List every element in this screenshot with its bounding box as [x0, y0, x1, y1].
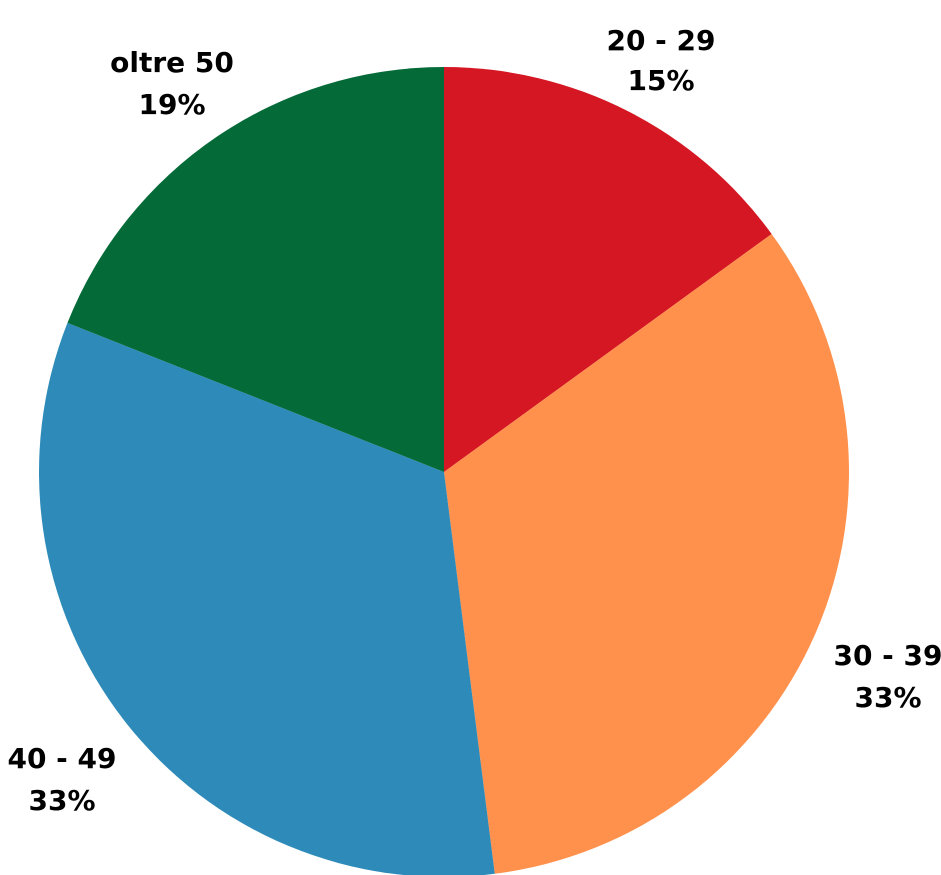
slice-percent-label: 19% — [138, 88, 205, 121]
slice-category-label: 30 - 39 — [833, 639, 941, 672]
pie-slice-20-29 — [444, 67, 772, 472]
pie-slice-30-39 — [444, 233, 849, 874]
slice-percent-label: 33% — [28, 784, 95, 817]
slice-category-label: 20 - 29 — [606, 24, 715, 57]
pie-slice-40-49 — [39, 322, 495, 875]
slice-percent-label: 33% — [854, 681, 921, 714]
slice-category-label: 40 - 49 — [7, 742, 116, 775]
slice-percent-label: 15% — [627, 64, 694, 97]
pie-slice-oltre50 — [67, 67, 444, 472]
pie-slices — [39, 67, 849, 875]
slice-category-label: oltre 50 — [110, 46, 234, 79]
pie-labels: 20 - 29 15% 30 - 39 33% 40 - 49 33% oltre 50 19… — [7, 24, 941, 817]
